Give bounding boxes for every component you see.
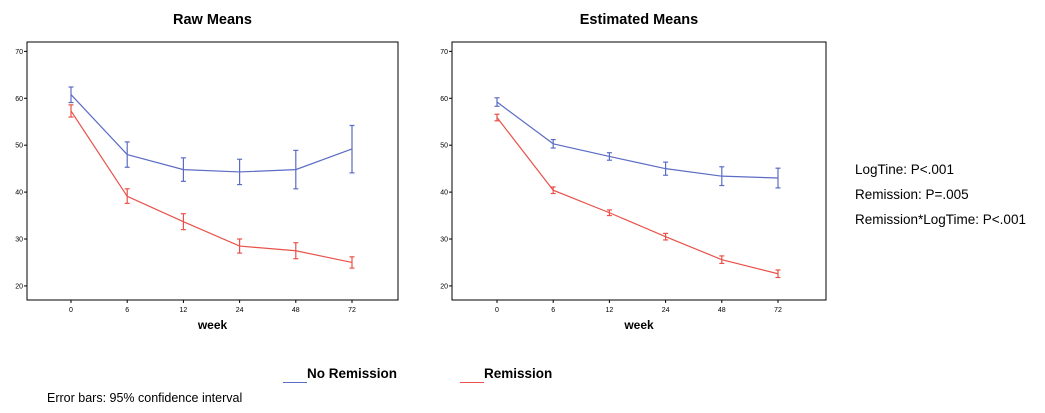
chart2-ytick-label: 70 xyxy=(440,49,448,56)
chart1-ytick-label: 40 xyxy=(15,190,23,197)
chart2-xtick-label: 0 xyxy=(495,307,499,314)
chart1-ytick-label: 30 xyxy=(15,237,23,244)
stat-interaction: Remission*LogTime: P<.001 xyxy=(855,212,1026,227)
chart1-xtick-label: 12 xyxy=(180,307,188,314)
chart2-title: Estimated Means xyxy=(580,12,698,28)
legend-label-no-remission: No Remission xyxy=(307,366,398,381)
chart2-series-line-no-remission xyxy=(496,101,779,179)
chart2-group: Estimated Means 20 30 40 50 60 70 0 6 12 24 48 72 wee… xyxy=(440,12,827,332)
chart1-xtick-label: 72 xyxy=(348,307,356,314)
chart1-ytick-label: 60 xyxy=(15,96,23,103)
legend-swatch-no-remission xyxy=(283,382,307,383)
chart1-xaxis-label: week xyxy=(197,318,228,332)
chart1-xtick-label: 0 xyxy=(69,307,73,314)
chart2-ytick-label: 50 xyxy=(440,143,448,150)
chart2-plot-frame xyxy=(451,41,827,301)
chart2-ytick-label: 60 xyxy=(440,96,448,103)
error-bars-note: Error bars: 95% confidence interval xyxy=(47,391,243,405)
chart1-series-line-no-remission xyxy=(70,94,353,173)
chart1-xtick-label: 6 xyxy=(125,307,129,314)
chart2-series-line-remission xyxy=(496,117,779,275)
stat-logtime: LogTine: P<.001 xyxy=(855,162,954,177)
chart1-xtick-label: 24 xyxy=(236,307,244,314)
chart1-ytick-label: 20 xyxy=(15,283,23,290)
chart2-ytick-label: 20 xyxy=(440,283,448,290)
stats-block: LogTine: P<.001 Remission: P=.005 Remiss… xyxy=(855,157,1026,232)
chart1-ytick-label: 70 xyxy=(15,49,23,56)
chart1-plot-frame xyxy=(26,41,399,301)
chart2-xtick-label: 6 xyxy=(551,307,555,314)
chart2-xtick-label: 48 xyxy=(718,307,726,314)
legend-label-remission: Remission xyxy=(484,366,553,381)
chart1-group: Raw Means 20 30 40 50 60 70 0 6 12 24 48 72 week xyxy=(15,12,399,332)
chart1-series-line-remission xyxy=(70,110,353,264)
chart2-xtick-label: 24 xyxy=(662,307,670,314)
chart1-title: Raw Means xyxy=(173,12,252,28)
chart2-xaxis-label: week xyxy=(623,318,654,332)
chart2-xtick-label: 12 xyxy=(606,307,614,314)
chart1-ytick-label: 50 xyxy=(15,143,23,150)
chart1-xtick-label: 48 xyxy=(292,307,300,314)
chart2-xtick-label: 72 xyxy=(774,307,782,314)
legend-swatch-remission xyxy=(460,382,484,383)
chart2-ytick-label: 40 xyxy=(440,190,448,197)
chart2-ytick-label: 30 xyxy=(440,237,448,244)
stat-remission: Remission: P=.005 xyxy=(855,187,969,202)
